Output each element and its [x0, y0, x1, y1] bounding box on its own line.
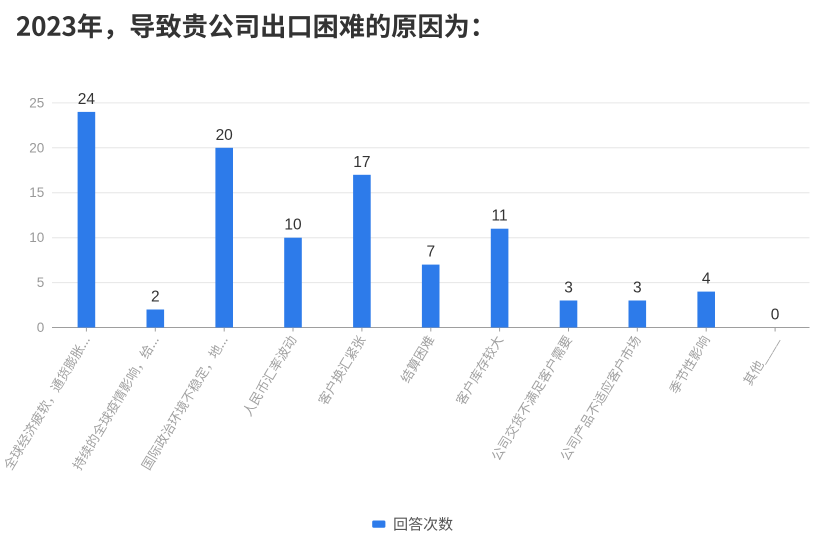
svg-text:5: 5: [37, 275, 45, 290]
svg-text:10: 10: [284, 217, 302, 234]
svg-text:7: 7: [426, 244, 435, 261]
svg-text:4: 4: [702, 271, 711, 288]
svg-text:11: 11: [492, 208, 508, 225]
svg-text:20: 20: [216, 127, 234, 144]
svg-text:0: 0: [771, 307, 780, 324]
svg-text:3: 3: [633, 280, 642, 297]
svg-text:2: 2: [151, 289, 160, 306]
svg-text:20: 20: [29, 140, 44, 155]
svg-text:0: 0: [37, 320, 45, 335]
svg-text:15: 15: [29, 185, 44, 200]
svg-text:17: 17: [353, 154, 370, 171]
svg-text:3: 3: [564, 280, 573, 297]
svg-text:10: 10: [29, 230, 44, 245]
svg-text:25: 25: [29, 95, 44, 110]
svg-text:24: 24: [78, 91, 96, 108]
